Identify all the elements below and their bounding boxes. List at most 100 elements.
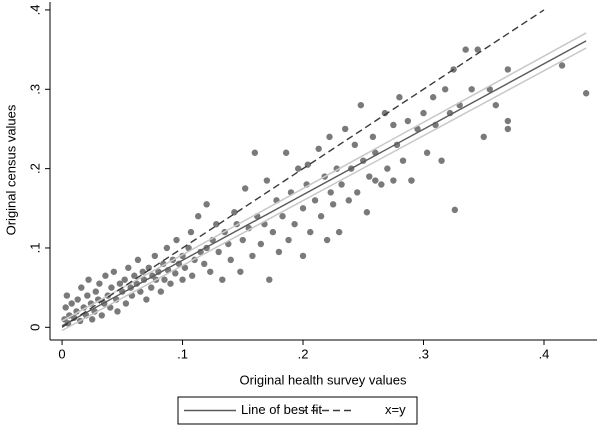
series-line — [61, 9, 545, 328]
point — [462, 46, 469, 53]
x-tick-label: .4 — [539, 346, 550, 361]
point — [429, 94, 437, 101]
point — [357, 101, 365, 109]
point — [326, 133, 333, 141]
point — [441, 86, 449, 93]
point — [307, 228, 314, 236]
point — [504, 66, 512, 73]
point — [110, 268, 118, 275]
point — [187, 228, 195, 236]
point — [266, 276, 273, 283]
point — [227, 256, 234, 264]
point — [323, 236, 331, 244]
point — [139, 268, 146, 275]
point — [345, 197, 353, 204]
point — [279, 213, 286, 220]
point — [257, 240, 265, 248]
point — [341, 125, 349, 133]
point — [315, 145, 322, 152]
x-tick-label: .2 — [298, 346, 309, 361]
point — [299, 252, 307, 260]
point — [74, 296, 81, 303]
confidence-line — [61, 32, 587, 322]
point — [369, 133, 377, 141]
point — [188, 272, 196, 279]
point — [558, 62, 566, 69]
point — [148, 284, 155, 291]
point — [282, 149, 290, 156]
point — [172, 270, 179, 277]
point — [137, 288, 144, 295]
point — [474, 46, 481, 53]
point — [269, 228, 277, 236]
point — [96, 280, 103, 287]
x-tick-label: 0 — [58, 346, 65, 361]
point — [121, 276, 128, 283]
point — [194, 213, 202, 220]
point — [215, 248, 222, 256]
point — [68, 300, 75, 307]
point — [219, 276, 226, 283]
point — [175, 260, 183, 268]
point — [114, 308, 121, 315]
legend-label: x=y — [385, 402, 406, 417]
point — [317, 213, 325, 220]
point — [155, 268, 162, 275]
x-tick-label: .1 — [177, 346, 188, 361]
point — [378, 181, 385, 188]
point — [66, 312, 73, 319]
point — [179, 276, 186, 283]
point — [85, 276, 92, 283]
y-tick-label: .4 — [27, 5, 42, 16]
point — [251, 149, 259, 156]
point — [108, 284, 115, 291]
point — [237, 268, 244, 275]
point — [492, 101, 499, 109]
y-tick-label: .2 — [27, 163, 42, 174]
point — [241, 185, 249, 192]
point — [88, 316, 96, 323]
point — [351, 141, 359, 149]
point — [366, 173, 373, 180]
point — [408, 177, 415, 184]
point — [275, 248, 283, 256]
point — [161, 276, 168, 283]
point — [299, 205, 307, 212]
point — [504, 117, 512, 125]
point — [116, 280, 124, 287]
point — [213, 220, 220, 228]
point — [372, 177, 379, 184]
point — [185, 244, 192, 252]
confidence-line — [61, 47, 587, 332]
point — [480, 133, 487, 141]
point — [468, 86, 475, 93]
point — [311, 197, 319, 204]
point — [285, 236, 292, 244]
point — [92, 288, 99, 295]
point — [63, 292, 71, 299]
point — [131, 272, 138, 279]
point — [98, 312, 106, 319]
point — [420, 109, 427, 117]
point — [354, 189, 361, 196]
point — [396, 94, 403, 101]
point — [207, 268, 214, 275]
point — [78, 284, 85, 291]
point — [438, 157, 445, 164]
x-tick-label: .3 — [418, 346, 429, 361]
point — [167, 280, 174, 287]
point — [163, 244, 171, 252]
point — [363, 209, 371, 216]
point — [151, 252, 159, 260]
point — [122, 300, 130, 307]
point — [399, 157, 407, 164]
point — [338, 181, 345, 188]
point — [504, 125, 512, 133]
point — [249, 252, 256, 260]
y-tick-label: .1 — [27, 243, 42, 254]
x-axis-title: Original health survey values — [240, 372, 407, 387]
point — [102, 272, 109, 279]
point — [291, 220, 298, 228]
